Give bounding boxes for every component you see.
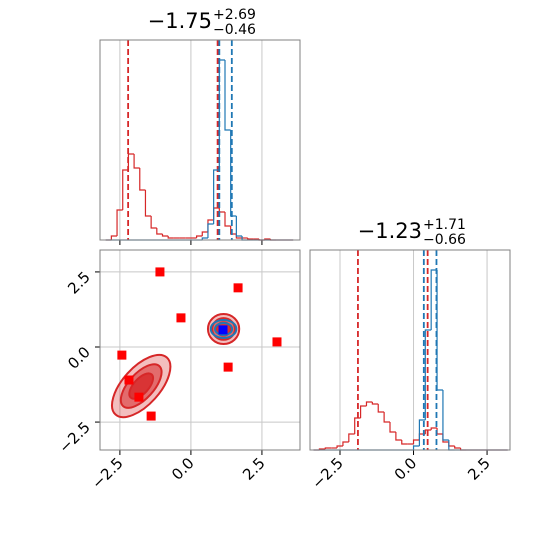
hist-bin bbox=[436, 270, 443, 391]
hist-bin bbox=[150, 216, 157, 229]
hist-bin bbox=[224, 212, 231, 227]
hist-bin bbox=[167, 236, 174, 239]
title-value: −1.23 bbox=[358, 219, 422, 243]
hist-bin bbox=[139, 168, 146, 191]
panel: −2.5 0.0 2.5 −1.23 +1.71−0.66 bbox=[308, 217, 511, 493]
hist-bin bbox=[430, 269, 438, 330]
hist-bin bbox=[371, 402, 379, 405]
title-value: −1.75 bbox=[148, 9, 212, 33]
contour bbox=[128, 372, 155, 400]
marker bbox=[134, 392, 144, 402]
title-upper: +1.71 bbox=[423, 217, 466, 233]
title-lower: −0.66 bbox=[423, 232, 466, 248]
hist-bin bbox=[116, 209, 123, 236]
hist-bin bbox=[424, 429, 432, 434]
hist-bin bbox=[247, 238, 254, 240]
marker bbox=[218, 325, 228, 335]
title-lower: −0.46 bbox=[213, 22, 256, 38]
hist-bin bbox=[424, 329, 432, 420]
hist-bin bbox=[412, 445, 420, 450]
hist-bin bbox=[383, 412, 390, 423]
marker bbox=[117, 350, 127, 360]
y-tick-label: −2.5 bbox=[55, 418, 93, 456]
hist-bin bbox=[207, 219, 214, 232]
y-tick-label: 2.5 bbox=[64, 268, 94, 298]
hist-bin bbox=[365, 401, 373, 406]
hist-bin bbox=[213, 169, 220, 224]
hist-bin bbox=[201, 237, 208, 240]
hist-bin bbox=[201, 231, 208, 236]
hist-bin bbox=[122, 169, 129, 210]
panel: −1.75 +2.69−0.46 bbox=[99, 7, 301, 245]
title-upper: +2.69 bbox=[213, 7, 256, 23]
panel: −2.5 0.0 2.5 −2.5 0.0 2.5 bbox=[55, 249, 301, 493]
marker bbox=[146, 411, 156, 421]
hist-bin bbox=[348, 433, 355, 442]
marker bbox=[155, 267, 165, 277]
hist-bin bbox=[127, 153, 135, 170]
hist-bin bbox=[448, 440, 455, 451]
hist-bin bbox=[336, 445, 343, 448]
hist-bin bbox=[418, 419, 426, 446]
axes-frame bbox=[99, 39, 301, 241]
marker bbox=[233, 283, 243, 293]
hist-bin bbox=[195, 235, 203, 238]
x-tick-label: 2.5 bbox=[239, 454, 269, 484]
hist-bin bbox=[161, 234, 169, 237]
hist-bin bbox=[207, 223, 214, 238]
hist-bin bbox=[224, 60, 231, 131]
hist-bin bbox=[359, 405, 367, 418]
hist-bin bbox=[448, 442, 455, 447]
x-tick-label: −2.5 bbox=[308, 454, 346, 492]
contour bbox=[209, 318, 238, 339]
marker bbox=[223, 362, 233, 372]
axes-frame bbox=[99, 249, 301, 451]
hist-bin bbox=[389, 422, 396, 433]
hist-bin bbox=[454, 446, 461, 449]
y-tick-label: 0.0 bbox=[64, 343, 94, 373]
hist-bin bbox=[235, 216, 243, 237]
x-tick-label: −2.5 bbox=[88, 454, 126, 492]
hist-bin bbox=[144, 190, 152, 217]
hist-bin bbox=[412, 439, 420, 444]
marker bbox=[272, 337, 282, 347]
hist-bin bbox=[324, 447, 332, 449]
hist-bin bbox=[395, 432, 402, 441]
hist-bin bbox=[377, 404, 385, 413]
hist-bin bbox=[230, 226, 237, 235]
marker bbox=[124, 375, 134, 385]
hist-bin bbox=[401, 440, 408, 445]
hist-bin bbox=[156, 228, 163, 235]
marker bbox=[176, 313, 186, 323]
x-tick-label: 2.5 bbox=[464, 454, 494, 484]
hist-bin bbox=[230, 130, 237, 217]
hist-bin bbox=[133, 154, 140, 169]
hist-bin bbox=[442, 390, 449, 441]
hist-bin bbox=[110, 235, 118, 240]
x-tick-label: 0.0 bbox=[168, 454, 198, 484]
hist-bin bbox=[436, 428, 443, 435]
contour bbox=[214, 321, 234, 336]
x-tick-label: 0.0 bbox=[391, 454, 421, 484]
hist-bin bbox=[430, 427, 438, 430]
hist-bin bbox=[342, 441, 349, 446]
axes-frame bbox=[309, 249, 511, 451]
hist-bin bbox=[442, 434, 449, 443]
